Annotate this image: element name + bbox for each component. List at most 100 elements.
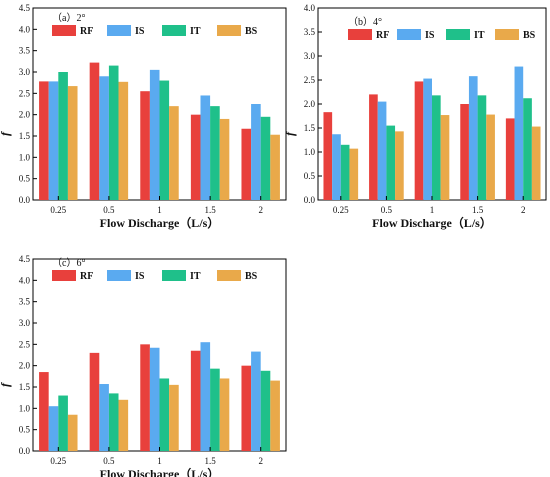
- legend-swatch-RF: [52, 270, 76, 281]
- bar-BS-1.5: [219, 118, 230, 200]
- bar-IS-0.5: [99, 76, 109, 200]
- legend-swatch-IT: [162, 25, 186, 36]
- bar-IS-0.25: [48, 81, 59, 200]
- legend-swatch-BS: [495, 29, 519, 40]
- bar-BS-0.25: [67, 414, 78, 451]
- bar-BS-0.25: [349, 148, 359, 200]
- legend-swatch-IS: [107, 270, 131, 281]
- bar-IT-0.25: [340, 144, 350, 200]
- bar-BS-2: [270, 134, 280, 200]
- panel-label: （b）4°: [348, 16, 382, 28]
- x-axis-title: Flow Discharge（L/s）: [100, 215, 220, 230]
- bar-IS-1: [423, 78, 432, 200]
- bar-RF-1.5: [190, 350, 201, 451]
- bar-RF-0.25: [39, 81, 49, 200]
- bar-RF-0.5: [89, 352, 100, 451]
- bar-RF-1.5: [190, 114, 201, 200]
- legend-label-IS: IS: [135, 271, 145, 282]
- x-tick-label: 1.5: [472, 205, 484, 215]
- bar-IT-0.25: [58, 395, 68, 451]
- legend-label-IT: IT: [190, 26, 201, 37]
- bar-RF-1.5: [460, 104, 469, 200]
- x-tick-label: 1: [157, 456, 162, 466]
- y-tick-label: 4.0: [19, 275, 31, 285]
- x-tick-label: 0.25: [333, 205, 349, 215]
- legend-swatch-IT: [162, 270, 186, 281]
- bar-IT-2: [523, 98, 532, 200]
- y-tick-label: 0.5: [19, 174, 31, 184]
- bar-BS-1: [169, 106, 179, 200]
- bar-BS-0.25: [67, 86, 78, 200]
- x-tick-label: 0.5: [103, 456, 115, 466]
- x-tick-label: 2: [521, 205, 526, 215]
- bar-IS-1: [149, 347, 160, 451]
- legend-label-RF: RF: [376, 30, 389, 41]
- y-tick-label: 1.5: [19, 131, 31, 141]
- x-tick-label: 0.25: [50, 456, 66, 466]
- y-tick-label: 0.5: [304, 171, 316, 181]
- bar-RF-0.5: [369, 94, 378, 200]
- bar-BS-0.5: [118, 399, 129, 451]
- x-tick-label: 1: [157, 205, 162, 215]
- y-axis-title: f: [0, 382, 12, 387]
- y-tick-label: 3.5: [19, 297, 31, 307]
- x-tick-label: 2: [258, 456, 263, 466]
- x-tick-label: 1.5: [204, 456, 216, 466]
- bar-RF-1: [140, 344, 150, 451]
- x-tick-label: 0.5: [103, 205, 115, 215]
- bar-IT-0.5: [386, 125, 396, 200]
- x-axis-title: Flow Discharge（L/s）: [100, 466, 220, 477]
- bar-RF-2: [241, 128, 252, 200]
- bar-RF-0.25: [323, 112, 333, 200]
- legend-swatch-IS: [107, 25, 131, 36]
- y-tick-label: 0.0: [19, 195, 31, 205]
- bar-BS-0.5: [395, 131, 404, 200]
- legend-swatch-RF: [348, 29, 372, 40]
- legend-swatch-BS: [217, 270, 241, 281]
- bar-RF-1: [140, 91, 150, 200]
- y-tick-label: 2.0: [19, 110, 31, 120]
- bar-IT-0.5: [108, 393, 119, 451]
- x-tick-label: 2: [258, 205, 263, 215]
- bar-BS-0.5: [118, 81, 129, 200]
- bar-RF-2: [505, 118, 515, 200]
- y-tick-label: 0.5: [19, 425, 31, 435]
- y-tick-label: 1.5: [19, 382, 31, 392]
- bar-IT-1.5: [210, 106, 220, 200]
- bar-IS-1.5: [200, 342, 211, 451]
- legend-swatch-IS: [397, 29, 421, 40]
- y-tick-label: 0.0: [19, 446, 31, 456]
- legend-swatch-RF: [52, 25, 76, 36]
- bar-IS-0.5: [377, 101, 387, 200]
- bar-RF-2: [241, 365, 252, 451]
- legend-label-BS: BS: [523, 30, 536, 41]
- bar-BS-1: [169, 384, 179, 451]
- bar-IS-1.5: [200, 95, 211, 200]
- y-tick-label: 0.0: [304, 195, 316, 205]
- chart-panel-0: 0.0 0.5 1.0 1.5 2.0 2.5 3.0 3.5 4.0 4.5 0.25 0.5 1 1.…: [0, 3, 287, 230]
- legend-label-RF: RF: [80, 26, 93, 37]
- y-tick-label: 3.0: [19, 67, 31, 77]
- y-tick-label: 4.0: [304, 3, 316, 13]
- legend-label-IS: IS: [425, 30, 435, 41]
- y-tick-label: 1.5: [304, 123, 316, 133]
- legend-label-BS: BS: [245, 26, 258, 37]
- bar-IT-2: [260, 116, 271, 200]
- legend-label-IT: IT: [474, 30, 485, 41]
- x-tick-label: 1.5: [204, 205, 216, 215]
- bar-RF-0.25: [39, 372, 49, 451]
- bar-IS-0.25: [48, 406, 59, 451]
- y-tick-label: 1.0: [19, 152, 31, 162]
- x-tick-label: 0.5: [381, 205, 393, 215]
- chart-panel-2: 0.0 0.5 1.0 1.5 2.0 2.5 3.0 3.5 4.0 4.5 0.25 0.5 1 1.…: [0, 254, 287, 477]
- bar-IS-1: [149, 69, 160, 200]
- bar-IT-1: [159, 378, 170, 451]
- bar-IS-0.5: [99, 384, 109, 451]
- y-axis-title: f: [283, 131, 297, 136]
- y-tick-label: 3.5: [19, 46, 31, 56]
- legend-swatch-IT: [446, 29, 470, 40]
- legend-label-IS: IS: [135, 26, 145, 37]
- legend-swatch-BS: [217, 25, 241, 36]
- bar-IS-2: [251, 104, 261, 200]
